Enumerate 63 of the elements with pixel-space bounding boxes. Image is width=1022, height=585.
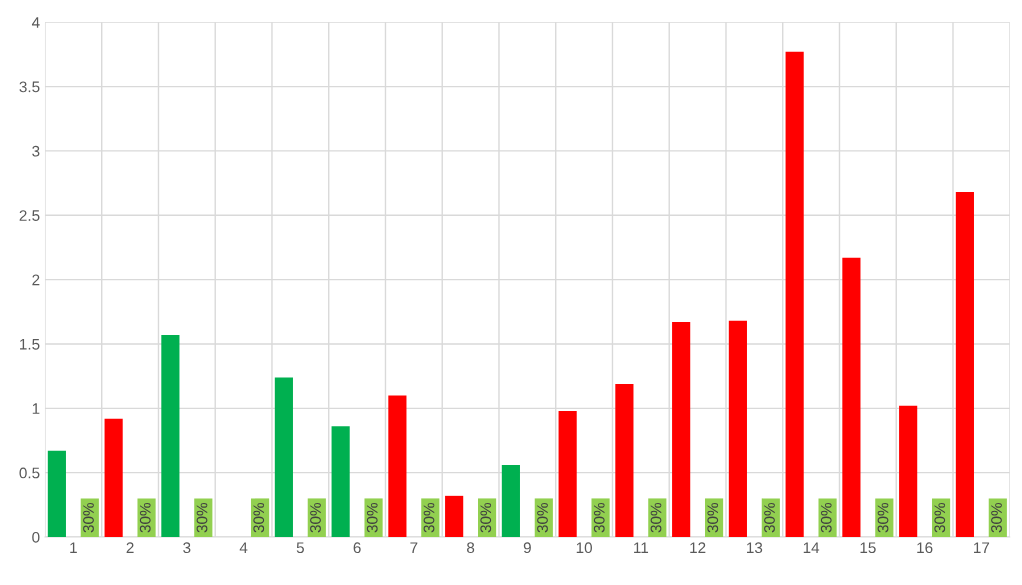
bar [388, 395, 407, 538]
data-label: 30% [707, 502, 719, 533]
bar [364, 498, 383, 538]
data-label: 30% [650, 502, 662, 533]
data-label: 30% [196, 502, 208, 533]
x-tick-label: 12 [690, 542, 706, 553]
data-label: 30% [820, 502, 832, 533]
y-tick-label: 4 [31, 17, 40, 28]
data-label: 30% [253, 502, 265, 533]
x-tick-label: 14 [803, 542, 820, 553]
x-tick-label: 6 [353, 542, 361, 554]
bar [331, 426, 350, 538]
data-label: 30% [310, 502, 321, 533]
bar [818, 498, 837, 538]
y-tick-label: 2.5 [19, 210, 40, 221]
data-label: 30% [877, 502, 889, 533]
x-tick-label: 7 [410, 542, 418, 553]
bar [445, 495, 464, 538]
bar [137, 498, 156, 538]
bar [672, 322, 691, 538]
x-tick-label: 10 [576, 542, 592, 554]
x-tick-label: 17 [974, 542, 990, 553]
bar [842, 257, 861, 538]
y-tick-label: 3.5 [19, 81, 40, 93]
bar [899, 405, 918, 538]
bar [501, 464, 520, 538]
y-tick-label: 1 [32, 403, 40, 414]
x-tick-label: 5 [296, 542, 304, 554]
bar [104, 418, 123, 538]
data-label: 30% [480, 502, 492, 533]
data-label: 30% [83, 502, 94, 533]
data-label: 30% [764, 502, 775, 533]
data-label: 30% [366, 502, 378, 533]
bar [558, 410, 577, 538]
bar [955, 192, 974, 538]
data-label: 30% [991, 502, 1002, 533]
data-label: 30% [139, 502, 151, 533]
bar [615, 383, 634, 538]
bar [274, 377, 293, 538]
x-tick-label: 13 [747, 542, 763, 554]
data-label: 30% [934, 502, 946, 533]
y-tick-label: 0.5 [19, 467, 40, 479]
x-tick-label: 9 [523, 542, 531, 554]
data-label: 30% [423, 502, 435, 533]
data-label: 30% [537, 502, 548, 533]
x-tick-label: 1 [70, 542, 77, 553]
y-tick-label: 0 [32, 531, 40, 543]
bar [161, 334, 180, 538]
bar [785, 51, 804, 538]
x-tick-label: 15 [860, 542, 876, 554]
y-tick-label: 2 [32, 274, 40, 286]
y-tick-label: 1.5 [20, 339, 40, 350]
x-tick-label: 2 [126, 542, 134, 553]
x-tick-label: 4 [239, 542, 248, 553]
x-tick-label: 16 [917, 542, 933, 554]
bar [728, 320, 747, 538]
bar [591, 498, 610, 538]
x-tick-label: 8 [467, 542, 475, 554]
bar [47, 450, 66, 538]
y-tick-label: 3 [32, 145, 40, 157]
data-label: 30% [593, 502, 605, 533]
x-tick-label: 3 [183, 542, 191, 554]
x-tick-label: 11 [634, 542, 649, 553]
